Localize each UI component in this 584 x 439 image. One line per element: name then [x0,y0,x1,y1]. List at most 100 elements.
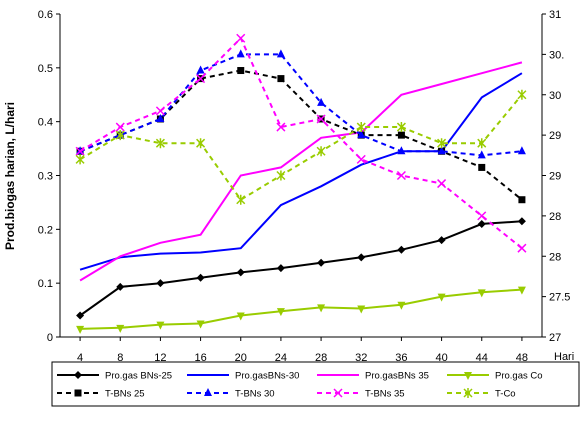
series-line [79,36,523,249]
data-point [397,301,406,310]
legend-item: T-BNs 30 [187,388,275,400]
series-1 [79,72,523,271]
data-point [357,305,366,314]
data-point [518,196,526,204]
legend-label: Pro.gas Co [495,371,543,382]
data-point [237,67,245,75]
legend-item: Pro.gas Co [447,371,543,382]
data-point [316,146,326,157]
y-axis-right: 27 27.5 28 28 29 29 30 30. 31 [542,9,570,344]
data-point [277,75,285,83]
legend-marker [204,388,212,396]
legend-marker [74,371,82,379]
data-point [156,279,165,288]
data-point [115,122,125,132]
y-tick-label-right: 27 [549,332,561,344]
data-point [357,253,366,262]
series-3 [76,286,526,334]
data-point [196,320,205,329]
data-point [477,289,486,298]
y-tick-label-left: 0 [47,332,53,344]
x-tick-label: 20 [235,352,247,364]
data-point [356,154,366,164]
x-tick-label: 24 [275,352,287,364]
x-tick-label: 36 [395,352,407,364]
data-point [196,138,206,149]
data-point [437,146,446,155]
legend-marker [463,388,473,398]
data-point [396,122,406,133]
y-tick-label-right: 27.5 [549,292,570,304]
series-0 [76,217,526,320]
data-point [116,324,125,333]
data-point [276,308,285,317]
data-point [317,258,326,267]
data-point [437,236,446,245]
y-tick-label-right: 31 [549,9,561,21]
legend-label: T-Co [495,389,516,400]
data-point [517,286,526,295]
data-point [477,211,487,221]
data-point [236,49,245,58]
data-point [196,273,205,282]
y-tick-label-left: 0.5 [38,63,53,75]
legend-item: Pro.gas BNs-25 [57,371,172,382]
data-point [236,312,245,321]
data-point [196,74,206,84]
data-point [276,264,285,273]
data-point [76,311,85,320]
data-point [236,194,246,205]
series-line [79,69,523,201]
legend-marker [464,372,472,380]
series-line [80,288,522,330]
series-2 [79,61,523,282]
legend-item: T-Co [447,388,516,400]
data-point [397,131,405,139]
legend-label: T-BNs 30 [235,389,275,400]
legend-item: Pro.gasBNs 35 [317,371,429,382]
legend-item: T-BNs 35 [317,388,405,400]
data-point [397,146,406,155]
data-point [75,146,85,156]
series-line [79,220,522,317]
y-axis-left: 0 0.1 0.2 0.3 0.4 0.5 0.6 [38,9,60,344]
data-point [357,130,366,139]
y-tick-label-left: 0.3 [38,171,53,183]
x-tick-label: 16 [194,352,206,364]
series-7 [75,89,527,205]
data-point [437,138,447,149]
data-point [236,33,246,43]
x-tick-label: 12 [154,352,166,364]
data-point [317,304,326,313]
x-tick-label: 44 [476,352,488,364]
series-line [79,53,522,157]
data-point [397,245,406,254]
data-point [155,106,165,116]
data-point [116,282,125,291]
series-line [79,72,523,271]
y-tick-label-right: 29 [549,171,561,183]
data-point [155,138,165,149]
legend-label: T-BNs 25 [105,389,145,400]
data-point [517,146,526,155]
data-point [437,293,446,302]
data-point [477,219,486,228]
series-5 [76,49,526,159]
y-tick-label-left: 0.1 [38,278,53,290]
data-point [356,122,366,133]
data-point [478,163,486,171]
y-tick-label-right: 28 [549,251,561,263]
data-point [396,170,406,181]
data-point [156,321,165,330]
data-point [477,138,487,149]
data-point [115,130,125,141]
data-point [276,170,286,181]
data-point [236,268,245,277]
x-tick-label: 40 [435,352,447,364]
legend-marker [333,388,343,398]
data-point [316,114,326,124]
legend-box [51,361,580,407]
legend-label: Pro.gas BNs-25 [105,371,172,382]
y-tick-label-right: 30. [549,49,564,61]
